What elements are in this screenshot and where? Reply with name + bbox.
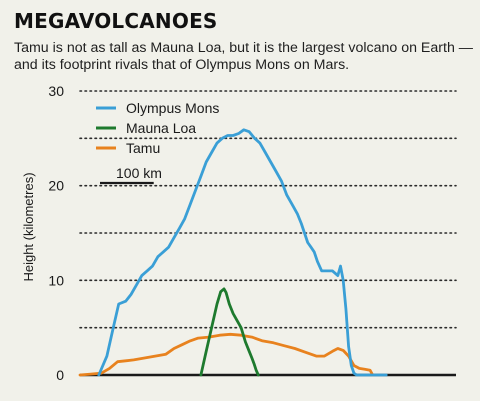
y-tick-label-0: 0 bbox=[56, 367, 64, 383]
chart-subtitle: Tamu is not as tall as Mauna Loa, but it… bbox=[14, 40, 473, 73]
chart-title: MEGAVOLCANOES bbox=[14, 9, 218, 33]
y-tick-label-10: 10 bbox=[48, 272, 64, 288]
series-layer bbox=[78, 128, 388, 377]
legend: Olympus Mons Mauna Loa Tamu 100 km bbox=[96, 100, 219, 185]
y-tick-label-20: 20 bbox=[48, 178, 64, 194]
series-line-tamu bbox=[78, 332, 375, 377]
legend-label-tamu: Tamu bbox=[126, 140, 160, 156]
legend-label-olympus-mons: Olympus Mons bbox=[126, 100, 219, 116]
scale-bar-label: 100 km bbox=[116, 165, 162, 181]
legend-label-mauna-loa: Mauna Loa bbox=[126, 120, 196, 136]
series-line-olympus-mons bbox=[97, 128, 388, 377]
y-tick-label-30: 30 bbox=[48, 83, 64, 99]
axis-layer: 0 10 20 30 Height (kilometres) bbox=[21, 83, 456, 383]
series-line-mauna-loa bbox=[199, 287, 260, 377]
y-axis-label: Height (kilometres) bbox=[21, 172, 36, 281]
